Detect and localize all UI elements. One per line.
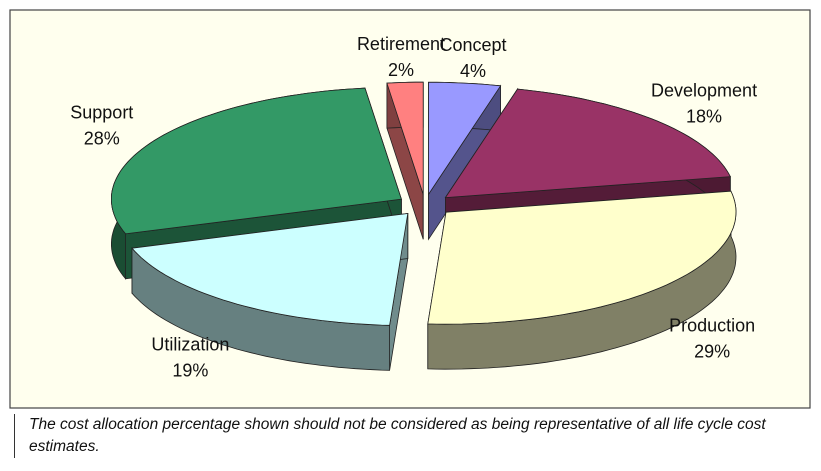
note: The cost allocation percentage shown sho… <box>14 414 819 458</box>
slice <box>444 88 731 199</box>
slice <box>428 81 502 196</box>
slice-label: Concept <box>439 35 506 55</box>
slice <box>427 190 737 325</box>
slice-value-label: 18% <box>686 107 722 127</box>
slice-label: Development <box>651 81 757 101</box>
slice-label: Support <box>70 103 133 123</box>
slice <box>386 81 424 195</box>
slice-label: Production <box>669 316 755 336</box>
chart: Concept 4% Development 18% Production 29% Util… <box>9 9 811 409</box>
slice-value-label: 28% <box>84 129 120 149</box>
slice-label: Retirement <box>357 34 445 54</box>
slice-value-label: 29% <box>694 342 730 362</box>
slice <box>111 87 402 235</box>
slice-value-label: 2% <box>388 60 414 80</box>
slice-value-label: 19% <box>172 361 208 381</box>
slice-label: Utilization <box>151 335 229 355</box>
slice <box>131 213 409 326</box>
slice-value-label: 4% <box>460 61 486 81</box>
